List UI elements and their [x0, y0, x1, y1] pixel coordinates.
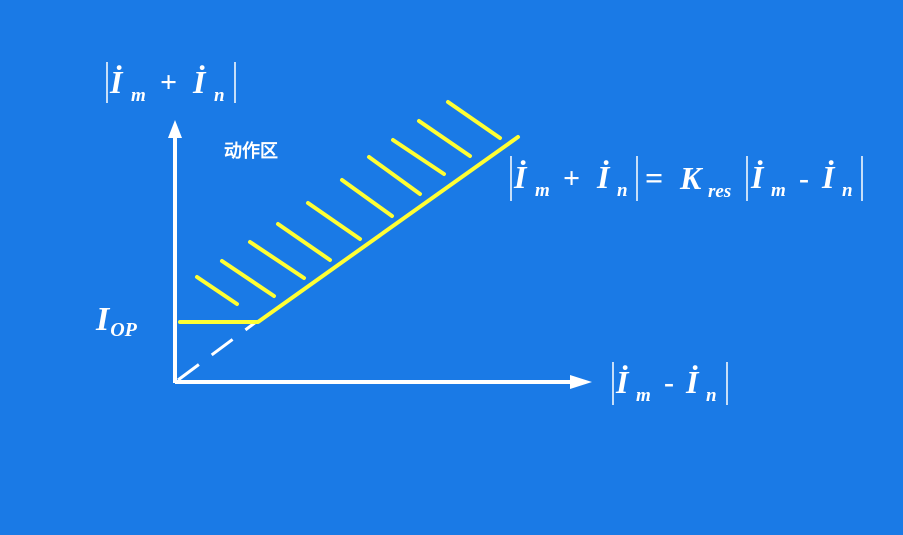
y-label-symbol-2: İ [192, 64, 207, 100]
operating-region-label: 动作区 [224, 141, 278, 162]
operating-characteristic-curve [178, 135, 520, 324]
hatch-mark [195, 275, 239, 306]
x-axis-label: İ m - İ n [612, 362, 728, 406]
y-label-operator: + [160, 66, 177, 99]
hatch-mark [367, 155, 422, 196]
hatch-mark [276, 222, 332, 262]
x-label-symbol-2: İ [685, 364, 700, 400]
pickup-current-symbol: I [96, 301, 110, 338]
y-label-symbol-1: İ [109, 64, 124, 100]
eq-coefficient: K [679, 160, 704, 196]
x-label-subscript-1: m [636, 385, 651, 406]
eq-rhs-operator: - [799, 162, 809, 195]
y-axis-arrowhead [168, 120, 182, 138]
eq-subscript-2: n [617, 180, 628, 201]
hatch-mark [306, 201, 362, 241]
eq-symbol-4: İ [821, 159, 836, 195]
x-label-operator: - [664, 366, 674, 399]
eq-symbol-3: İ [750, 159, 765, 195]
y-label-subscript-2: n [214, 85, 225, 106]
x-label-subscript-2: n [706, 385, 717, 406]
eq-subscript-4: n [842, 180, 853, 201]
hatch-mark [391, 138, 446, 176]
x-axis-arrowhead [570, 375, 592, 389]
eq-subscript-1: m [535, 180, 550, 201]
eq-equals: = [645, 160, 663, 196]
hatch-mark [220, 259, 276, 298]
y-label-subscript-1: m [131, 85, 146, 106]
hatch-mark [248, 240, 306, 280]
operating-region-hatching [195, 100, 502, 306]
hatch-mark [446, 100, 502, 140]
eq-symbol-2: İ [596, 159, 611, 195]
hatch-mark [417, 119, 472, 158]
x-label-symbol-1: İ [615, 364, 630, 400]
eq-subscript-3: m [771, 180, 786, 201]
characteristic-equation: İ m + İ n = K res İ m - İ n [510, 156, 863, 202]
pickup-current-label: IOP [96, 300, 137, 350]
eq-symbol-1: İ [513, 159, 528, 195]
hatch-mark [340, 178, 394, 218]
eq-lhs-operator: + [563, 162, 580, 195]
pickup-current-subscript: OP [110, 319, 137, 341]
restraint-line-dashed-extension [177, 320, 257, 382]
eq-coefficient-subscript: res [708, 181, 731, 202]
y-axis-label: İ m + İ n [106, 62, 236, 106]
